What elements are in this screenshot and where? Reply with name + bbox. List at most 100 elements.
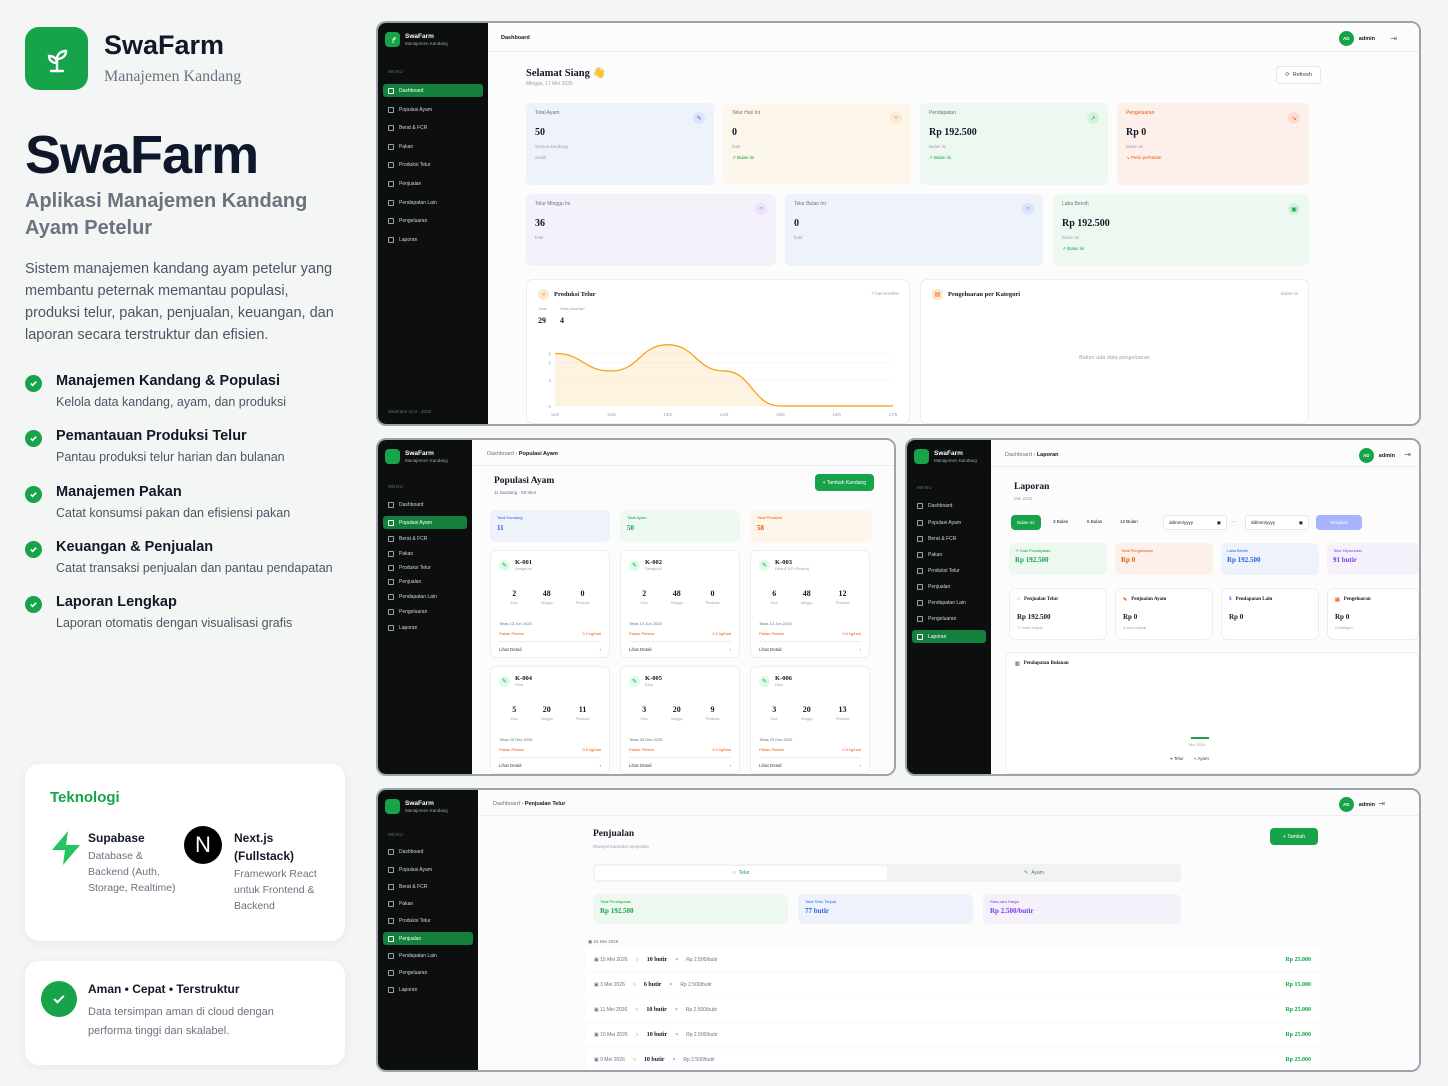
sale-row[interactable]: ▣ 11 Mei 2026 ○ 10 butir × Rp 2.500/butir Rp …	[586, 999, 1319, 1020]
sale-row[interactable]: ▣ 10 Mei 2026 ○ 10 butir × Rp 2.500/butir Rp …	[586, 1024, 1319, 1045]
sidebar-app-sub: Manajemen Kandang	[405, 40, 448, 46]
add-kandang-button[interactable]: + Tambah Kandang	[814, 474, 874, 491]
stat-rata-harga: Rata-rata Harga Rp 2.500/butir	[983, 894, 1181, 924]
sidebar-item-pendapatan[interactable]: Pendapatan Lain	[912, 596, 986, 609]
egg-icon: ○	[1017, 597, 1021, 602]
refresh-button[interactable]: ⟳ Refresh	[1276, 66, 1321, 84]
breadcrumb: Dashboard	[501, 35, 530, 41]
sidebar-item-pengeluaran[interactable]: Pengeluaran	[912, 612, 986, 625]
wallet-icon: ▣	[1288, 203, 1300, 215]
detail-link[interactable]: Lihat Detail ›	[629, 641, 731, 657]
sidebar-item-penjualan[interactable]: Penjualan	[912, 580, 986, 593]
sidebar-item-populasi[interactable]: Populasi Ayam	[383, 863, 473, 876]
sidebar-item-populasi[interactable]: Populasi Ayam	[383, 516, 467, 529]
sidebar-item-dashboard[interactable]: Dashboard	[383, 498, 467, 511]
penjualan-main: Dashboard › Penjualan Telur AD admin ⇥ Pe…	[478, 790, 1419, 1070]
cage-card[interactable]: ✎ K-004 Elba 5 Ekor 20 Minggu 11 Produksi Tetas 2…	[490, 666, 610, 774]
date-to-input[interactable]: dd/mm/yyyy ▣	[1245, 515, 1309, 530]
detail-link[interactable]: Lihat Detail ›	[499, 641, 601, 657]
scale-icon	[388, 124, 394, 131]
logout-icon[interactable]: ⇥	[1378, 799, 1385, 808]
receipt-icon: ▤	[932, 289, 943, 300]
sidebar-item-pendapatan[interactable]: Pendapatan Lain	[383, 590, 467, 603]
filter-bulan-ini[interactable]: Bulan Ini	[1011, 515, 1041, 530]
sidebar-item-pendapatan[interactable]: Pendapatan Lain	[383, 196, 483, 209]
detail-link[interactable]: Lihat Detail ›	[629, 757, 731, 773]
sidebar-item-berat[interactable]: Berat & FCR	[383, 880, 473, 893]
cage-card[interactable]: ✎ K-006 Elba 3 Ekor 20 Minggu 13 Produksi Tetas 2…	[750, 666, 870, 774]
sidebar-item-penjualan[interactable]: Penjualan	[383, 932, 473, 945]
sidebar-item-pakan[interactable]: Pakan	[383, 140, 483, 153]
hero-tagline: Aplikasi Manajemen Kandang Ayam Petelur	[25, 190, 308, 239]
sale-row[interactable]: ▣ 15 Mei 2026 ○ 10 butir × Rp 2.500/butir Rp …	[586, 949, 1319, 970]
greeting: Selamat Siang 👋	[526, 68, 606, 79]
menu-label: MENU	[388, 69, 404, 74]
stat-total-pendapatan: Total Pendapatan Rp 192.500	[593, 894, 788, 924]
sidebar-item-populasi[interactable]: Populasi Ayam	[912, 516, 986, 529]
cage-card[interactable]: ✎ K-002 Sengkuni 2 Ekor 48 Minggu 0 Produksi Teta…	[620, 550, 740, 658]
summary-card: ○ Penjualan Telur Rp 192.500 77 butir terju…	[1009, 588, 1107, 640]
sidebar-item-berat[interactable]: Berat & FCR	[383, 121, 483, 134]
logout-icon[interactable]: ⇥	[1404, 450, 1411, 459]
sidebar-item-dashboard[interactable]: Dashboard	[912, 499, 986, 512]
cage-card[interactable]: ✎ K-001 Sengkuni 2 Ekor 48 Minggu 0 Produksi Teta…	[490, 550, 610, 658]
detail-link[interactable]: Lihat Detail ›	[759, 757, 861, 773]
sidebar-item-produksi[interactable]: Produksi Telur	[383, 158, 483, 171]
wallet-icon	[388, 199, 394, 206]
sidebar-item-laporan[interactable]: Laporan	[912, 630, 986, 643]
sidebar-item-pengeluaran[interactable]: Pengeluaran	[383, 966, 473, 979]
date-from-input[interactable]: dd/mm/yyyy ▣	[1163, 515, 1227, 530]
bird-icon: ✎	[629, 559, 640, 571]
user-menu[interactable]: AD admin	[1338, 31, 1375, 46]
sidebar-item-pakan[interactable]: Pakan	[383, 897, 473, 910]
logout-icon[interactable]: ⇥	[1390, 34, 1397, 43]
cage-card[interactable]: ✎ K-005 Elba 3 Ekor 20 Minggu 9 Produksi Tetas 25…	[620, 666, 740, 774]
sidebar-item-pakan[interactable]: Pakan	[912, 548, 986, 561]
detail-link[interactable]: Lihat Detail ›	[499, 757, 601, 773]
check-icon	[25, 486, 42, 503]
apply-button[interactable]: Terapkan	[1316, 515, 1362, 530]
sidebar: SwaFarm Manajemen Kandang MENU Dashboard …	[378, 23, 488, 424]
user-menu[interactable]: AD admin	[1358, 448, 1395, 463]
sidebar-item-laporan[interactable]: Laporan	[383, 983, 473, 996]
sidebar-item-pakan[interactable]: Pakan	[383, 547, 467, 560]
sidebar-item-penjualan[interactable]: Penjualan	[383, 575, 467, 588]
sale-row[interactable]: ▣ 9 Mei 2026 ○ 10 butir × Rp 2.500/butir Rp 2…	[586, 1049, 1319, 1070]
sidebar-item-dashboard[interactable]: Dashboard	[383, 84, 483, 97]
sidebar-item-pengeluaran[interactable]: Pengeluaran	[383, 214, 483, 227]
panel-title: Produksi Telur	[554, 291, 596, 298]
sidebar-item-produksi[interactable]: Produksi Telur	[383, 914, 473, 927]
cage-card[interactable]: ✎ K-003 Elba & BP (Pinsha) 6 Ekor 48 Minggu 12 P…	[750, 550, 870, 658]
stat-laba: Laba Bersih Rp 192.500 Bulan ini ↗ Bulan in…	[1053, 194, 1309, 266]
user-menu[interactable]: AD admin	[1338, 797, 1375, 812]
tab-telur[interactable]: ○ Telur	[595, 866, 887, 880]
x-tick-label: 14/5	[720, 412, 729, 417]
secure-title: Aman • Cepat • Terstruktur	[88, 982, 240, 996]
egg-icon: ○	[890, 112, 902, 124]
sidebar-item-dashboard[interactable]: Dashboard	[383, 845, 473, 858]
feature-item: Pemantauan Produksi Telur Pantau produksi…	[25, 428, 355, 472]
bird-icon: ✎	[1123, 598, 1128, 603]
filter-12-bulan[interactable]: 12 Bulan	[1120, 519, 1138, 524]
sidebar-item-penjualan[interactable]: Penjualan	[383, 177, 483, 190]
bird-icon: ✎	[759, 675, 770, 687]
sidebar-item-produksi[interactable]: Produksi Telur	[912, 564, 986, 577]
sidebar-item-populasi[interactable]: Populasi Ayam	[383, 103, 483, 116]
sidebar-item-pengeluaran[interactable]: Pengeluaran	[383, 605, 467, 618]
populasi-main: Dashboard › Populasi Ayam Populasi Ayam …	[472, 440, 894, 774]
sale-row[interactable]: ▣ 3 Mei 2026 ○ 6 butir × Rp 2.500/butir Rp 15…	[586, 974, 1319, 995]
detail-link[interactable]: Lihat Detail ›	[759, 641, 861, 657]
breadcrumb: Dashboard › Laporan	[1005, 452, 1059, 458]
sidebar-item-produksi[interactable]: Produksi Telur	[383, 561, 467, 574]
tab-ayam[interactable]: ✎ Ayam	[1024, 870, 1044, 876]
stat-laba-bersih: Laba Bersih Rp 192.500	[1221, 543, 1319, 575]
add-sale-button[interactable]: + Tambah	[1270, 828, 1318, 845]
sidebar-item-pendapatan[interactable]: Pendapatan Lain	[383, 949, 473, 962]
egg-icon: ○	[755, 203, 767, 215]
sidebar-item-laporan[interactable]: Laporan	[383, 233, 483, 246]
filter-6-bulan[interactable]: 6 Bulan	[1087, 519, 1103, 524]
filter-3-bulan[interactable]: 3 Bulan	[1053, 519, 1069, 524]
sidebar-item-laporan[interactable]: Laporan	[383, 621, 467, 634]
sidebar-item-berat[interactable]: Berat & FCR	[383, 532, 467, 545]
sidebar-item-berat[interactable]: Berat & FCR	[912, 532, 986, 545]
